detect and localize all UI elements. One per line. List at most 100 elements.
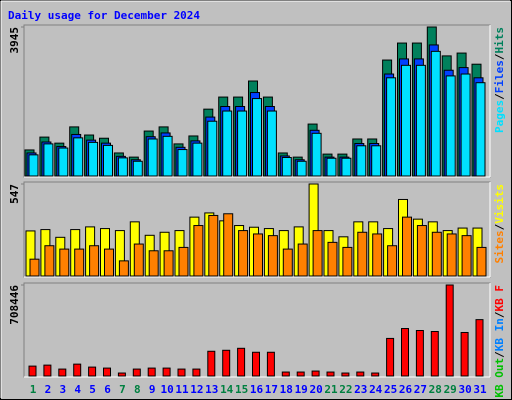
legend-separator: / [493,311,506,318]
bar [117,157,128,177]
bar [147,138,158,177]
bar [431,231,442,277]
bar [253,233,263,277]
bar [475,82,486,177]
x-tick-label: 21 [324,383,338,396]
bar [371,372,380,377]
bar [281,156,292,177]
bar [74,248,85,277]
legend-entry: Hits [493,27,506,54]
x-tick-label: 22 [339,383,352,396]
bar [297,243,308,277]
x-tick-label: 5 [89,383,96,396]
bar [401,328,409,377]
bar [43,143,54,177]
bar [162,367,171,377]
legend-entry: Pages [493,100,506,133]
x-tick-label: 1 [30,383,37,396]
bar [222,110,233,177]
legend-entry: Visits [493,184,506,224]
bar [163,250,174,277]
legend-separator: / [493,53,506,60]
y-tick-label: 3945 [8,27,21,54]
bar [193,225,204,277]
bar [43,364,52,377]
bar [312,230,323,277]
bar [356,371,365,377]
x-tick-label: 2 [45,383,52,396]
bar [28,365,37,377]
x-tick-label: 30 [458,383,471,396]
x-tick-label: 13 [205,383,218,396]
x-tick-label: 15 [235,383,248,396]
bar [371,145,382,177]
bar [356,145,367,177]
x-tick-label: 7 [119,383,126,396]
bar [341,157,352,177]
x-tick-label: 28 [429,383,442,396]
x-tick-label: 4 [74,383,81,396]
bar [415,64,426,177]
x-tick-label: 29 [444,383,457,396]
bar [177,149,188,177]
x-tick-label: 23 [354,383,367,396]
bar [415,330,424,377]
bar [208,214,219,277]
bar [132,160,143,177]
bar [103,144,113,177]
x-tick-label: 14 [220,383,234,396]
bar [118,260,129,277]
bar [311,370,320,377]
bar [148,250,159,277]
legend: Pages/Files/Hits [493,27,506,133]
bar [311,132,322,177]
bar [162,135,173,177]
bar [357,231,368,277]
bar [132,368,141,377]
bar [460,73,471,177]
bar [266,351,275,377]
legend: KB Out/KB In/KB F [493,285,506,398]
bar [430,50,441,177]
bar [252,351,260,377]
x-tick-label: 26 [399,383,413,396]
y-tick-label: 547 [8,184,21,204]
bar [372,233,383,277]
bar [342,246,353,277]
legend-entry: Sites [493,230,506,263]
bar [192,142,203,177]
bar [29,258,40,277]
x-tick-label: 3 [59,383,66,396]
bar [326,371,335,377]
bar [58,147,69,177]
bar [44,245,55,277]
bar [281,371,290,377]
bar [416,225,427,277]
bar [147,367,156,377]
bar [237,110,248,177]
bar [238,230,249,277]
bar [402,216,412,277]
bar [133,243,144,277]
bar [476,246,487,277]
x-tick-label: 27 [414,383,427,396]
legend-separator: / [493,93,506,100]
bar [296,371,305,377]
bar [296,160,307,177]
bar [237,347,246,377]
x-tick-label: 16 [250,383,264,396]
bar [192,368,201,377]
bar [387,245,398,277]
bar [223,213,234,277]
bar [222,349,231,377]
bar [103,367,111,377]
legend-separator: / [493,351,506,358]
bar [88,141,99,177]
chart-title: Daily usage for December 2024 [8,9,200,22]
bar [282,248,293,277]
bar [446,233,457,277]
x-tick-label: 6 [104,383,111,396]
bar [401,64,411,177]
